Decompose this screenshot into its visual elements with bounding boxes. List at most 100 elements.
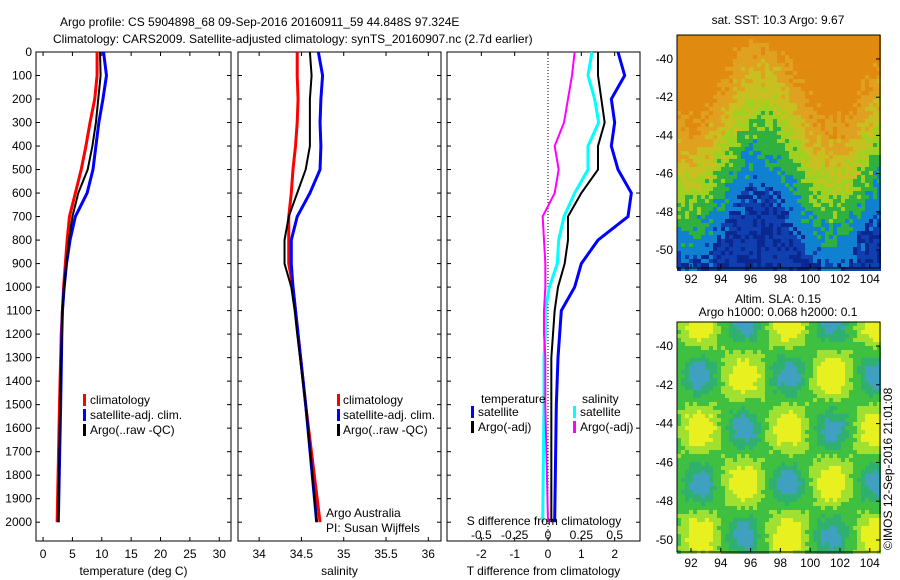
map-cell [693,322,697,326]
map-cell [793,259,797,263]
map-x-tick-label: 100 [800,272,820,286]
map-cell [833,338,837,342]
map-cell [681,410,685,414]
map-cell [853,259,857,263]
map-cell [777,231,781,235]
map-cell [729,79,733,83]
map-cell [841,99,845,103]
map-cell [773,382,777,386]
map-cell [817,382,821,386]
map-cell [773,119,777,123]
map-cell [813,83,817,87]
map-cell [805,398,809,402]
map-cell [769,151,773,155]
map-cell [797,354,801,358]
map-cell [733,43,737,47]
map-cell [849,434,853,438]
map-cell [725,123,729,127]
map-cell [785,426,789,430]
map-cell [693,59,697,63]
map-cell [757,203,761,207]
map-cell [725,330,729,334]
map-cell [769,59,773,63]
map-cell [681,334,685,338]
map-cell [837,159,841,163]
map-cell [749,123,753,127]
map-cell [717,203,721,207]
map-cell [869,203,873,207]
map-cell [721,179,725,183]
map-cell [765,338,769,342]
map-cell [813,243,817,247]
map-cell [817,55,821,59]
map-cell [761,39,765,43]
map-cell [805,195,809,199]
map-cell [693,390,697,394]
map-cell [745,151,749,155]
map-cell [833,370,837,374]
map-cell [797,370,801,374]
map-cell [717,39,721,43]
map-cell [745,175,749,179]
map-cell [825,147,829,151]
map-cell [833,131,837,135]
map-cell [705,119,709,123]
map-cell [825,362,829,366]
map-cell [777,450,781,454]
map-cell [685,91,689,95]
map-cell [857,35,861,39]
map-cell [861,207,865,211]
map-cell [829,422,833,426]
map-cell [837,123,841,127]
map-cell [705,171,709,175]
map-cell [869,163,873,167]
map-cell [757,418,761,422]
map-cell [877,346,881,350]
map-cell [745,99,749,103]
map-cell [685,350,689,354]
map-cell [725,95,729,99]
map-cell [829,414,833,418]
map-cell [685,47,689,51]
map-cell [869,263,873,267]
map-cell [837,418,841,422]
map-cell [753,370,757,374]
map-cell [865,422,869,426]
map-cell [685,259,689,263]
map-cell [829,342,833,346]
map-cell [841,75,845,79]
map-cell [877,358,881,362]
map-cell [769,127,773,131]
map-cell [809,199,813,203]
map-cell [705,79,709,83]
map-cell [877,446,881,450]
map-cell [741,263,745,267]
map-cell [697,43,701,47]
map-cell [817,115,821,119]
map-cell [865,35,869,39]
map-cell [709,382,713,386]
map-cell [845,434,849,438]
map-cell [845,227,849,231]
map-cell [817,430,821,434]
legend-swatch [573,406,576,418]
map-cell [785,159,789,163]
map-cell [693,167,697,171]
map-cell [869,406,873,410]
map-cell [773,422,777,426]
map-cell [705,358,709,362]
map-cell [857,414,861,418]
map-cell [705,103,709,107]
legend-swatch [337,424,340,436]
map-cell [853,83,857,87]
legend-label: satellite [478,405,519,419]
map-cell [677,215,681,219]
map-cell [733,107,737,111]
map-cell [773,135,777,139]
map-cell [749,362,753,366]
map-cell [809,207,813,211]
map-cell [845,203,849,207]
map-cell [873,39,877,43]
map-cell [829,155,833,159]
map-cell [833,247,837,251]
